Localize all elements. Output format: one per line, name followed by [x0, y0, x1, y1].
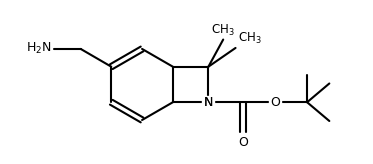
Text: O: O: [238, 136, 248, 149]
Text: N: N: [204, 96, 213, 109]
Text: O: O: [270, 96, 280, 109]
Text: H$_2$N: H$_2$N: [25, 41, 51, 56]
Text: CH$_3$: CH$_3$: [211, 22, 235, 38]
Text: N: N: [204, 96, 213, 109]
Text: CH$_3$: CH$_3$: [238, 31, 261, 46]
